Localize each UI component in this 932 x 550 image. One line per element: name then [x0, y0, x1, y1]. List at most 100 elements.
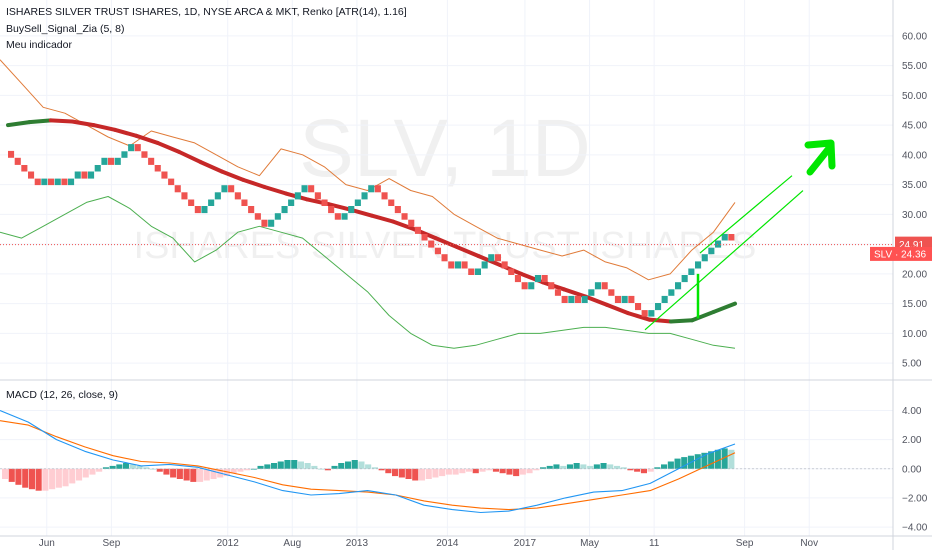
macd-histogram-bar — [546, 465, 553, 469]
macd-histogram-bar — [116, 464, 123, 469]
renko-brick — [141, 151, 148, 158]
arrow-shaft — [806, 143, 834, 176]
macd-histogram-bar — [593, 464, 600, 469]
renko-brick — [48, 178, 55, 186]
renko-brick — [188, 199, 195, 206]
macd-histogram-bar — [123, 463, 130, 469]
macd-histogram-bar — [15, 468, 22, 485]
renko-brick — [41, 178, 48, 186]
x-tick-label: 2017 — [514, 538, 537, 549]
moving-average-segment — [262, 184, 288, 196]
renko-brick — [428, 240, 435, 248]
indicator-label-meu[interactable]: Meu indicador — [6, 39, 72, 51]
renko-brick — [101, 157, 108, 165]
renko-brick — [474, 268, 481, 275]
macd-histogram-bar — [297, 461, 304, 469]
macd-y-tick-label: −4.00 — [902, 523, 928, 534]
renko-brick — [648, 310, 655, 317]
renko-brick — [81, 171, 88, 179]
macd-histogram-bar — [398, 468, 405, 478]
renko-brick — [154, 165, 161, 172]
renko-brick — [408, 219, 415, 227]
macd-histogram-bar — [230, 468, 237, 474]
macd-histogram-bar — [277, 461, 284, 469]
macd-histogram-bar — [614, 465, 621, 469]
macd-histogram-bar — [318, 468, 325, 470]
macd-y-tick-label: 2.00 — [902, 435, 922, 446]
macd-histogram-bar — [392, 468, 399, 477]
renko-brick — [628, 295, 635, 303]
macd-histogram-bar — [102, 467, 109, 469]
moving-average-segment — [583, 294, 609, 307]
x-tick-label: Aug — [283, 538, 301, 549]
renko-brick — [521, 282, 528, 290]
macd-histogram-bar — [183, 468, 190, 481]
renko-brick — [114, 157, 121, 165]
renko-brick — [508, 268, 515, 275]
moving-average-segment — [155, 140, 182, 154]
renko-brick — [21, 165, 28, 172]
indicator-label-buysell[interactable]: BuySell_Signal_Zia (5, 8) — [6, 23, 125, 35]
x-tick-label: May — [580, 538, 599, 549]
macd-histogram-bar — [371, 467, 378, 469]
macd-histogram-bar — [553, 464, 560, 469]
chart-title: ISHARES SILVER TRUST ISHARES, 1D, NYSE A… — [6, 6, 407, 18]
renko-brick — [554, 289, 561, 296]
macd-series — [0, 409, 893, 514]
macd-histogram-bar — [197, 468, 204, 482]
renko-brick — [514, 275, 521, 283]
macd-histogram-bar — [378, 468, 385, 471]
macd-histogram-bar — [338, 463, 345, 469]
macd-histogram-bar — [647, 468, 654, 472]
macd-y-tick-label: −2.00 — [902, 493, 928, 504]
macd-histogram-bar — [331, 465, 338, 469]
macd-histogram-bar — [385, 468, 392, 474]
macd-histogram-bar — [76, 468, 83, 481]
renko-brick — [701, 254, 708, 262]
macd-histogram-bar — [291, 460, 298, 469]
renko-brick — [494, 254, 501, 262]
macd-histogram-bar — [513, 468, 520, 477]
renko-brick — [548, 282, 555, 290]
macd-histogram-bar — [506, 468, 513, 475]
macd-histogram-bar — [324, 468, 331, 471]
macd-histogram-bar — [365, 464, 372, 469]
renko-brick — [374, 185, 381, 193]
renko-brick — [294, 192, 301, 200]
renko-brick — [301, 185, 308, 193]
y-tick-label: 15.00 — [902, 299, 927, 310]
macd-histogram-bar — [250, 468, 257, 470]
moving-average-segment — [326, 202, 353, 212]
renko-brick — [361, 192, 368, 200]
macd-histogram-bar — [721, 448, 728, 469]
moving-average-segment — [390, 219, 417, 232]
renko-brick — [108, 157, 115, 165]
renko-brick — [268, 219, 275, 227]
macd-title[interactable]: MACD (12, 26, close, 9) — [6, 389, 119, 401]
renko-brick — [74, 171, 81, 179]
macd-histogram-bar — [600, 463, 607, 469]
macd-histogram-bar — [701, 452, 708, 469]
macd-histogram-bar — [136, 465, 143, 469]
renko-brick — [708, 247, 715, 255]
renko-brick — [94, 165, 101, 172]
renko-brick — [181, 192, 188, 200]
macd-histogram-bar — [143, 467, 150, 469]
y-tick-label: 30.00 — [902, 210, 927, 221]
moving-average-segment — [177, 149, 203, 164]
macd-histogram-bar — [412, 468, 419, 481]
renko-brick — [715, 240, 722, 248]
macd-histogram-bar — [223, 468, 230, 477]
renko-brick — [541, 275, 548, 283]
renko-brick — [321, 199, 328, 206]
macd-histogram-bar — [425, 468, 432, 479]
moving-average-segment — [604, 302, 631, 316]
y-tick-label: 60.00 — [902, 31, 927, 42]
renko-brick — [594, 282, 601, 290]
x-tick-label: 2014 — [436, 538, 459, 549]
renko-brick — [481, 261, 488, 269]
renko-brick — [581, 295, 588, 303]
macd-histogram-bar — [587, 465, 594, 469]
macd-histogram-bar — [566, 464, 573, 469]
